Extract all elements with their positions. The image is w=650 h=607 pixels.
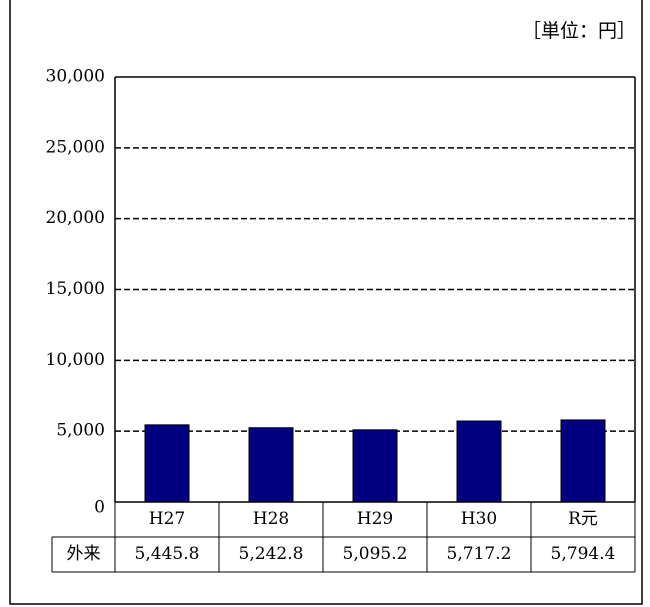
x-tick-label: R元 <box>568 509 598 529</box>
x-tick-label: H28 <box>253 509 289 529</box>
table-value: 5,794.4 <box>551 544 616 564</box>
table-value: 5,095.2 <box>343 544 408 564</box>
table-value: 5,242.8 <box>239 544 304 564</box>
bar <box>560 419 606 503</box>
frame <box>9 0 643 605</box>
y-tick-label: 15,000 <box>46 279 105 299</box>
table-value: 5,445.8 <box>135 544 200 564</box>
y-tick-label: 30,000 <box>46 67 105 87</box>
bar <box>144 424 190 503</box>
y-tick-label: 10,000 <box>46 350 105 370</box>
legend-label: 外来 <box>67 544 101 564</box>
bar <box>352 429 398 503</box>
x-tick-label: H27 <box>149 509 185 529</box>
y-tick-label: 0 <box>94 498 105 518</box>
y-tick-label: 5,000 <box>56 421 105 441</box>
x-tick-label: H29 <box>357 509 393 529</box>
bar <box>456 420 502 503</box>
y-tick-label: 20,000 <box>46 208 105 228</box>
x-tick-label: H30 <box>461 509 497 529</box>
y-tick-label: 25,000 <box>46 137 105 157</box>
unit-label: ［単位：円］ <box>522 20 636 42</box>
bar <box>248 427 294 503</box>
table-value: 5,717.2 <box>447 544 512 564</box>
